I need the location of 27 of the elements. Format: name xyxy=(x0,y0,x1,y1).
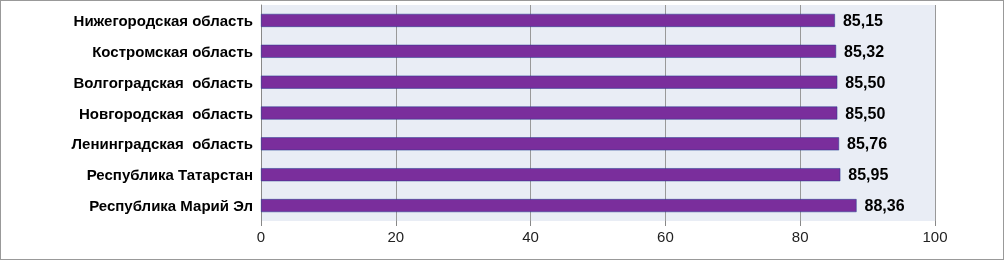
data-label: 85,76 xyxy=(847,135,888,153)
bar xyxy=(261,199,857,213)
data-label: 85,32 xyxy=(844,42,885,60)
y-tick-label: Республика Татарстан xyxy=(86,166,253,184)
y-tick-label: Волгоградская область xyxy=(73,73,253,91)
x-tick-label: 40 xyxy=(522,228,539,245)
x-tick-label: 0 xyxy=(256,228,266,245)
x-tick-label: 60 xyxy=(657,228,674,245)
bar xyxy=(261,13,835,27)
data-label: 85,50 xyxy=(845,73,886,91)
bar xyxy=(261,44,837,58)
data-label: 85,15 xyxy=(842,11,884,29)
bar xyxy=(261,106,838,120)
x-tick-label: 80 xyxy=(791,228,809,245)
data-label: 88,36 xyxy=(864,197,905,215)
data-label: 85,50 xyxy=(845,104,886,122)
y-tick-label: Нижегородская область xyxy=(73,11,253,29)
y-tick-label: Новгородская область xyxy=(79,104,253,122)
bar xyxy=(261,168,841,182)
data-label: 85,95 xyxy=(848,166,889,184)
x-tick-label: 20 xyxy=(387,228,405,245)
y-tick-label: Ленинградская область xyxy=(71,135,253,153)
x-tick-label: 100 xyxy=(922,228,948,245)
y-tick-label: Республика Марий Эл xyxy=(89,197,253,215)
y-tick-label: Костромская область xyxy=(92,42,253,60)
bar xyxy=(261,137,840,151)
bar xyxy=(261,75,838,89)
